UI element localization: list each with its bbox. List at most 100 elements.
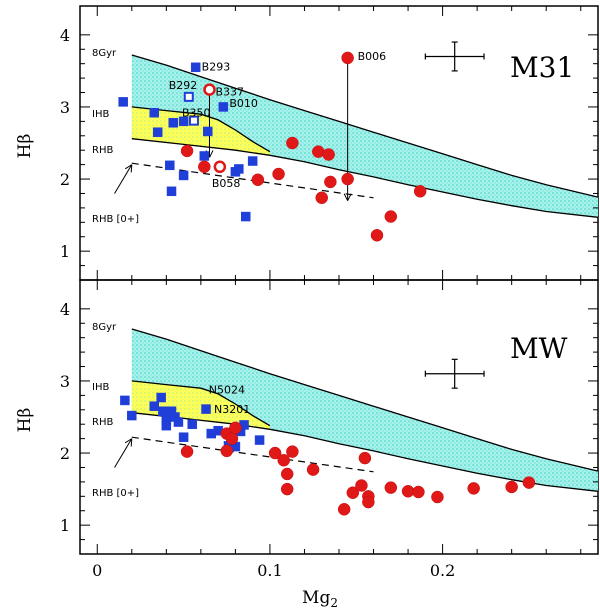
data-point-square <box>120 395 130 406</box>
data-point-square <box>118 97 128 107</box>
data-point-square <box>190 62 201 73</box>
data-point-open-square <box>188 115 199 126</box>
x-axis-title-main: Mg <box>302 588 330 608</box>
panel-title-m31: M31 <box>510 51 574 84</box>
data-point-square <box>178 116 189 127</box>
model-label-rhb0: RHB [0+] <box>92 488 139 499</box>
model-label-8gyr: 8Gyr <box>92 48 117 59</box>
data-point-circle <box>337 503 351 516</box>
x-axis-title-subscript: 2 <box>330 596 338 610</box>
data-point-square <box>149 107 159 118</box>
data-point-square <box>165 160 175 171</box>
y-axis-title-m31: Hβ <box>15 134 35 159</box>
data-point-square <box>156 392 166 403</box>
point-annotation: B010 <box>229 97 258 110</box>
data-point-square <box>152 127 163 137</box>
model-grid-mw <box>131 328 599 492</box>
ticks-mw: 1 2 3 4 0 0.1 0.2 <box>60 280 598 580</box>
data-point-circle <box>286 445 299 458</box>
data-point-circle <box>277 454 290 467</box>
model-band-yellow <box>131 380 270 430</box>
model-curve-ihb <box>131 380 271 427</box>
model-curve-bottom <box>131 138 599 218</box>
model-label-rhb0: RHB [0+] <box>92 214 139 225</box>
data-point-circle <box>315 191 328 205</box>
model-label-ihb: IHB <box>92 382 109 393</box>
data-point-circle <box>413 185 427 198</box>
model-label-8gyr: 8Gyr <box>92 322 117 333</box>
point-annotation: B350 <box>182 107 211 120</box>
y-tick-label: 4 <box>60 300 70 319</box>
model-label-rhb: RHB <box>92 417 113 428</box>
model-curve-rhb0 <box>131 436 374 473</box>
data-point-circle <box>467 482 480 495</box>
point-annotation: N3201 <box>214 403 250 416</box>
model-curve-top <box>131 328 599 472</box>
data-point-circle <box>384 210 398 223</box>
data-point-square <box>173 417 184 427</box>
x-tick-label: 0.2 <box>430 561 455 580</box>
point-annotation: B006 <box>358 50 387 63</box>
ticks-m31: 1 2 3 4 <box>60 6 598 280</box>
data-point-circle <box>412 485 425 499</box>
arrow-line <box>114 438 133 468</box>
point-annotation: B292 <box>169 79 198 92</box>
y-tick-label: 1 <box>60 516 70 535</box>
data-point-open-circle <box>203 83 216 96</box>
data-point-circle <box>322 148 335 161</box>
data-point-circle <box>341 51 354 65</box>
y-axis-title-mw: Hβ <box>15 408 35 433</box>
x-tick-label: 0 <box>92 561 102 580</box>
data-point-circle <box>225 432 239 445</box>
data-point-circle <box>384 481 398 494</box>
data-point-circle <box>346 486 360 499</box>
data-point-circle <box>355 479 368 492</box>
data-point-square <box>201 404 211 414</box>
panel-title-mw: MW <box>510 332 568 365</box>
model-curve-ihb <box>131 106 271 153</box>
data-point-circle <box>358 451 372 465</box>
model-band-cyan <box>131 55 599 218</box>
data-point-square <box>127 410 137 421</box>
x-tick-label: 0.1 <box>257 561 282 580</box>
arrow-line <box>114 164 133 194</box>
arrow-head <box>124 164 133 173</box>
data-point-square <box>234 164 244 174</box>
model-label-rhb: RHB <box>92 145 113 156</box>
data-point-open-square <box>183 91 194 102</box>
data-point-square <box>241 211 251 222</box>
data-point-circle <box>306 463 320 476</box>
data-point-circle <box>312 145 325 158</box>
data-point-square <box>158 406 168 416</box>
model-label-ihb: IHB <box>92 109 109 120</box>
y-tick-label: 4 <box>60 26 70 45</box>
data-point-circle <box>268 446 282 460</box>
data-point-circle <box>362 495 375 509</box>
data-point-circle <box>286 136 299 150</box>
data-point-square <box>168 118 178 128</box>
data-point-circle <box>180 144 194 158</box>
panel-mw: 1 2 3 4 0 0.1 0.2 N5024 N3201 MW 8Gyr IHB RHB R… <box>60 279 599 580</box>
point-annotation: B337 <box>216 86 245 99</box>
data-point-circle <box>229 421 242 435</box>
data-point-square <box>178 170 189 181</box>
data-point-square <box>187 419 197 429</box>
model-band-cyan <box>131 329 599 492</box>
point-annotation: B293 <box>202 60 231 73</box>
data-point-circle <box>280 482 294 496</box>
data-point-square <box>149 401 159 411</box>
data-point-circle <box>272 167 285 181</box>
data-point-square <box>166 186 177 197</box>
data-point-circle <box>522 476 536 489</box>
point-annotation: N5024 <box>209 384 245 397</box>
point-annotation: B058 <box>212 177 241 190</box>
data-point-square <box>203 126 213 137</box>
data-point-square <box>247 156 258 166</box>
y-tick-label: 3 <box>60 98 70 117</box>
arrow-head <box>124 438 133 447</box>
data-point-circle <box>505 480 518 494</box>
y-tick-label: 3 <box>60 372 70 391</box>
data-point-circle <box>198 160 211 174</box>
